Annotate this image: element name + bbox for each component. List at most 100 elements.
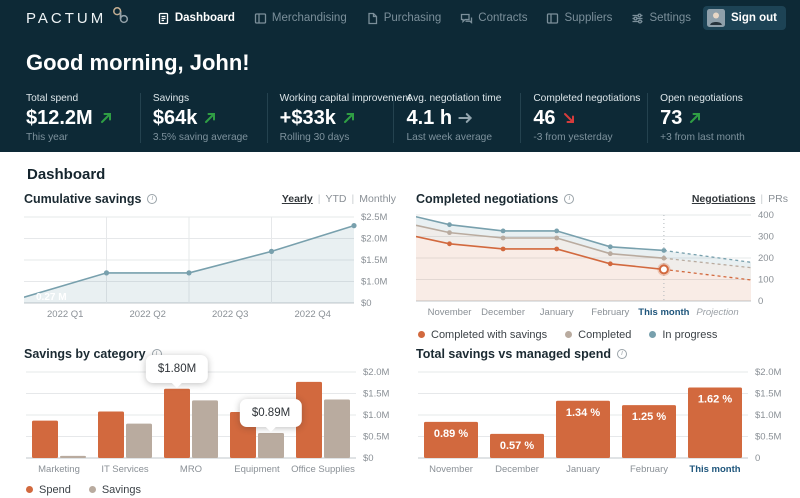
legend-label: Savings (101, 483, 141, 496)
stat-value: $12.2M (26, 107, 93, 129)
trend-up-icon (690, 113, 701, 123)
completed-negotiations-card: Completed negotiations i Negotiations | PR… (416, 191, 788, 342)
nav-label: Suppliers (564, 12, 613, 24)
merchandising-icon (254, 12, 267, 24)
main-nav: Dashboard Merchandising Purchasing Contr… (157, 12, 691, 25)
trend-flat-icon (458, 113, 473, 123)
stat-label: Savings (152, 93, 190, 104)
stat-completed-negotiations: Completed negotiations 46 -3 from yester… (520, 93, 647, 143)
purchasing-icon (368, 12, 377, 24)
svg-text:IT Services: IT Services (101, 464, 149, 475)
svg-text:This month: This month (638, 307, 689, 318)
chart-title: Total savings vs managed spend (416, 347, 611, 361)
nav-label: Dashboard (174, 12, 235, 24)
svg-text:February: February (591, 307, 629, 318)
unit-toggle: Negotiations | PRs (692, 193, 788, 205)
stat-value: 4.1 h (406, 107, 453, 129)
legend-dot-teal (649, 331, 657, 338)
trend-up-icon (100, 113, 111, 123)
toggle-prs[interactable]: PRs (768, 193, 788, 205)
svg-text:$2.0M: $2.0M (755, 367, 781, 378)
svg-text:Equipment: Equipment (234, 464, 280, 475)
toggle-yearly[interactable]: Yearly (281, 193, 313, 205)
nav-item-contracts[interactable]: Contracts (460, 12, 527, 25)
nav-item-purchasing[interactable]: Purchasing (366, 12, 442, 25)
suppliers-icon (547, 12, 559, 24)
stat-label: Working capital improvement (279, 93, 411, 104)
nav-label: Purchasing (383, 12, 442, 24)
chart-title: Savings by category (24, 347, 146, 361)
stat-value: +$33k (279, 107, 336, 129)
svg-text:0: 0 (758, 296, 763, 307)
legend-dot-orange (26, 486, 33, 493)
legend-dot-tan (565, 331, 573, 338)
info-icon[interactable]: i (616, 349, 627, 359)
legend-dot-orange (418, 331, 425, 338)
toggle-ytd[interactable]: YTD (325, 193, 347, 205)
pactum-logo-icon (111, 5, 131, 31)
sign-out-button[interactable]: Sign out (703, 6, 786, 30)
nav-label: Settings (649, 12, 691, 24)
stat-sub: Last week average (406, 132, 492, 143)
stat-label: Completed negotiations (533, 93, 641, 104)
savings-by-category-chart: $0 $0.5M $1.0M $1.5M $2.0M Marketing IT Servic… (26, 367, 389, 475)
contracts-icon (461, 13, 473, 24)
legend-item: Spend (26, 484, 71, 496)
svg-text:$2.5M: $2.5M (361, 212, 387, 223)
svg-text:$0: $0 (363, 453, 374, 464)
hero-section: Good morning, John! Total spend $12.2M T… (0, 36, 800, 152)
nav-item-settings[interactable]: Settings (631, 12, 691, 25)
info-icon[interactable]: i (147, 194, 158, 204)
stat-open-negotiations: Open negotiations 73 +3 from last month (647, 93, 774, 143)
svg-text:Projection: Projection (696, 307, 738, 318)
legend-label: Completed with savings (431, 328, 548, 341)
nav-item-dashboard[interactable]: Dashboard (157, 12, 235, 25)
legend-item: Savings (88, 483, 141, 496)
stats-row: Total spend $12.2M This year Savings $64… (26, 93, 774, 143)
stat-sub: 3.5% saving average (152, 132, 248, 143)
svg-text:2022 Q4: 2022 Q4 (295, 309, 331, 320)
stat-value: 73 (660, 107, 683, 129)
svg-text:Marketing: Marketing (38, 464, 80, 475)
toggle-separator: | (317, 193, 321, 205)
svg-text:2022 Q1: 2022 Q1 (47, 309, 83, 320)
nav-item-suppliers[interactable]: Suppliers (546, 12, 612, 25)
svg-text:$1.0M: $1.0M (361, 277, 387, 288)
total-savings-chart: 0 $0.5M $1.0M $1.5M $2.0M 0.89 % 0.57 % 1.34 % 1… (418, 367, 781, 475)
legend-label: Spend (39, 483, 71, 496)
svg-text:100: 100 (758, 275, 774, 286)
stat-label: Total spend (26, 93, 79, 104)
stat-sub: +3 from last month (660, 132, 745, 143)
svg-text:2022 Q3: 2022 Q3 (212, 309, 248, 320)
svg-text:0: 0 (755, 453, 760, 464)
stat-savings: Savings $64k 3.5% saving average (139, 93, 267, 143)
page-title: Dashboard (27, 166, 106, 183)
svg-text:$2.0M: $2.0M (361, 234, 387, 245)
logo-text: PACTUM (26, 9, 107, 27)
stat-total-spend: Total spend $12.2M This year (26, 93, 140, 143)
svg-text:$1.0M: $1.0M (755, 410, 781, 421)
period-toggle: Yearly | YTD | Monthly (282, 193, 396, 205)
nav-item-merchandising[interactable]: Merchandising (254, 12, 347, 25)
svg-text:$1.0M: $1.0M (363, 410, 389, 421)
toggle-monthly[interactable]: Monthly (359, 193, 396, 205)
stat-negotiation-time: Avg. negotiation time 4.1 h Last week av… (393, 93, 520, 143)
chart-tooltip: $0.89M (239, 399, 303, 428)
dashboard-icon (158, 12, 168, 24)
nav-label: Merchandising (271, 12, 347, 24)
avatar (707, 9, 725, 27)
svg-text:This month: This month (689, 464, 740, 475)
info-icon[interactable]: i (564, 194, 575, 204)
toggle-negotiations[interactable]: Negotiations (691, 193, 756, 205)
svg-text:$0.5M: $0.5M (363, 432, 389, 443)
svg-text:1.62 %: 1.62 % (698, 393, 732, 405)
stat-working-capital: Working capital improvement +$33k Rollin… (266, 93, 411, 143)
svg-text:Office Supplies: Office Supplies (291, 464, 355, 475)
completed-negotiations-chart: 0 100 200 300 400 November December January Febr… (416, 210, 774, 318)
svg-text:0.89 %: 0.89 % (434, 428, 468, 440)
stat-label: Open negotiations (660, 93, 743, 104)
trend-down-icon (563, 113, 574, 123)
cumulative-savings-card: Cumulative savings i Yearly | YTD | Monthly … (24, 191, 396, 342)
chart-title: Cumulative savings (24, 192, 142, 206)
svg-text:0.57 %: 0.57 % (500, 440, 534, 452)
